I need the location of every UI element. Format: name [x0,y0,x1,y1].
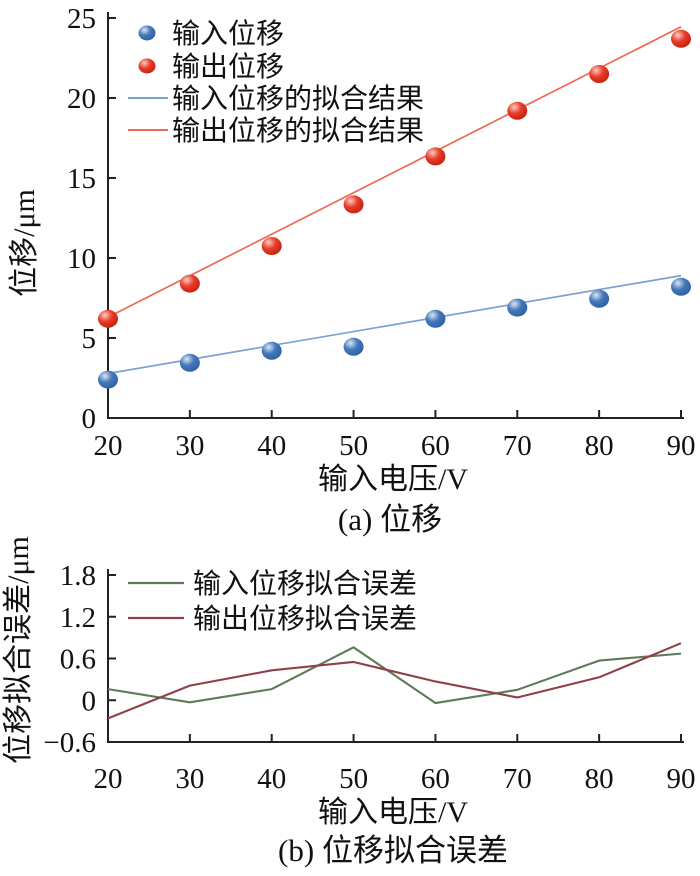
subplot-a-axes: 20 30 40 50 60 70 80 90 0 5 10 15 20 25 [67,3,696,462]
x-tick-label: 90 [667,430,696,462]
input-displacement-point [425,309,446,328]
y-tick-label: 1.8 [60,560,96,592]
output-displacement-point [589,65,610,83]
fit-line [107,274,682,375]
x-tick-label: 60 [421,430,450,462]
input-displacement-point [671,277,691,296]
x-tick-label: 60 [421,763,450,795]
y-tick-label: 15 [67,163,96,195]
x-tick-label: 30 [175,763,204,795]
x-tick-label: 80 [585,763,614,795]
error-line [107,642,682,720]
output-displacement-point [507,101,528,120]
x-tick-label: 40 [257,430,286,462]
input-displacement-point [98,370,118,389]
legend-output-displacement-label: 输出位移 [172,51,284,83]
subplot-a-caption: (a) 位移 [338,502,442,537]
legend-input-error-label: 输入位移拟合误差 [193,568,417,600]
x-tick-label: 50 [339,763,368,795]
y-tick-label: 10 [67,243,96,275]
legend-output-error-label: 输出位移拟合误差 [193,603,417,635]
subplot-b-xlabel: 输入电压/V [318,796,468,829]
output-displacement-point [343,195,364,214]
output-displacement-point [671,29,691,48]
legend-input-displacement-label: 输入位移 [172,18,284,50]
subplot-b-series [107,642,682,720]
input-displacement-point [343,337,364,356]
output-displacement-point [179,274,200,293]
x-tick-label: 70 [503,763,532,795]
legend-input-fit-label: 输入位移的拟合结果 [172,83,424,115]
y-tick-label: 20 [67,83,96,115]
error-line [107,646,682,705]
fit-line [107,26,682,318]
y-tick-label: 25 [67,3,96,35]
subplot-a-legend: 输入位移 输出位移 输入位移的拟合结果 输出位移的拟合结果 [128,18,424,147]
output-displacement-point [261,237,282,255]
x-tick-label: 90 [667,763,696,795]
x-tick-label: 80 [585,430,614,462]
legend-output-fit-label: 输出位移的拟合结果 [172,115,424,147]
legend-output-displacement-marker [138,58,156,74]
x-tick-label: 50 [339,430,368,462]
y-tick-label: 0 [82,685,97,717]
subplot-b-legend: 输入位移拟合误差 输出位移拟合误差 [128,568,417,635]
x-tick-label: 30 [175,430,204,462]
subplot-b: 20 30 40 50 60 70 80 90 −0.6 0 0.6 1.2 1.8 位移拟合误差/μm… [2,536,696,868]
y-tick-label: 1.2 [60,602,96,634]
output-displacement-point [425,147,446,166]
y-tick-label: −0.6 [43,727,96,759]
x-tick-label: 20 [94,430,123,462]
y-tick-label: 5 [82,323,97,355]
y-tick-label: 0 [82,403,97,435]
output-displacement-point [98,309,118,328]
legend-input-displacement-marker [138,25,156,41]
x-tick-label: 40 [257,763,286,795]
x-tick-label: 70 [503,430,532,462]
subplot-b-axes: 20 30 40 50 60 70 80 90 −0.6 0 0.6 1.2 1.8 [43,560,695,795]
y-tick-label: 0.6 [60,644,96,676]
subplot-a-series [98,26,691,389]
subplot-b-ylabel: 位移拟合误差/μm [2,536,35,764]
input-displacement-point [589,289,610,308]
subplot-b-caption: (b) 位移拟合误差 [278,833,508,868]
x-tick-label: 20 [94,763,123,795]
subplot-a-ylabel: 位移/μm [8,189,41,297]
input-displacement-point [179,353,200,372]
input-displacement-point [261,341,282,360]
subplot-a-xlabel: 输入电压/V [318,463,468,496]
input-displacement-point [507,298,528,317]
